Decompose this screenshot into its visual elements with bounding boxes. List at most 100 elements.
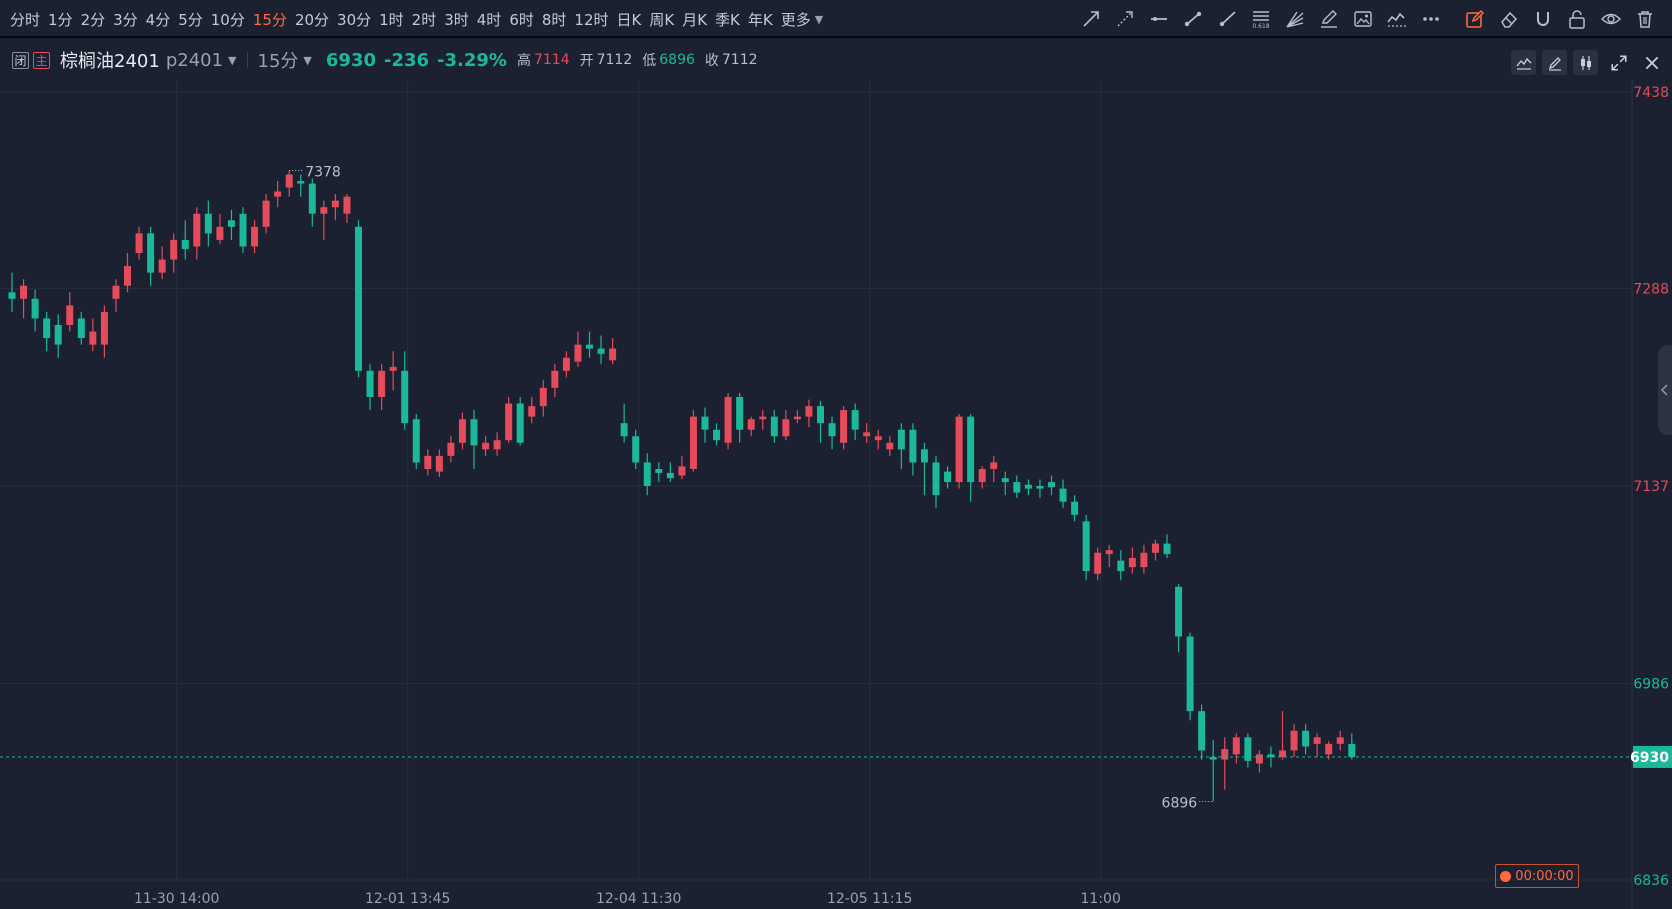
side-panel-toggle[interactable]	[1658, 345, 1672, 435]
unlock-tool[interactable]	[1560, 0, 1594, 38]
period-9[interactable]: 30分	[337, 10, 372, 29]
candle-body	[170, 239, 178, 260]
low-value: 6896	[659, 52, 695, 68]
candle-body	[458, 419, 466, 443]
period-select[interactable]: 15分	[257, 51, 299, 72]
period-7[interactable]: 15分	[252, 10, 287, 29]
fan-tool[interactable]	[1278, 0, 1312, 38]
candle-body	[1151, 543, 1159, 553]
candles	[8, 170, 1356, 802]
candle-body	[505, 403, 513, 441]
horizontal-line-tool[interactable]	[1142, 0, 1176, 38]
arrow-line-tool[interactable]	[1074, 0, 1108, 38]
period-6[interactable]: 10分	[210, 10, 245, 29]
period-3[interactable]: 3分	[113, 10, 138, 29]
period-dropdown-icon[interactable]: ▼	[303, 53, 312, 67]
period-1[interactable]: 1分	[48, 10, 73, 29]
candle-body	[1348, 743, 1356, 757]
chart-grid: 7438 7288 7137 6986 6836 11-30 14:00 12-01 13:…	[0, 80, 1672, 909]
candle-body	[1186, 636, 1194, 712]
dashed-arrow-tool[interactable]	[1108, 0, 1142, 38]
candle-body	[1024, 484, 1032, 489]
candle-body	[8, 292, 16, 299]
candle-body	[331, 200, 339, 208]
period-4[interactable]: 4分	[145, 10, 171, 29]
edit-mode-tool[interactable]	[1458, 0, 1492, 38]
expand-icon	[1610, 54, 1627, 71]
candle-body	[1255, 754, 1263, 764]
period-16[interactable]: 12时	[574, 10, 609, 29]
candle-body	[285, 174, 293, 188]
candle-body	[840, 410, 848, 443]
magnet-tool[interactable]	[1526, 0, 1560, 38]
period-8[interactable]: 20分	[294, 10, 330, 29]
period-14[interactable]: 6时	[509, 10, 534, 29]
period-15[interactable]: 8时	[541, 10, 567, 29]
more-dropdown-icon[interactable]: ▼	[814, 12, 824, 26]
candle-body	[274, 191, 282, 197]
period-17[interactable]: 日K	[616, 10, 642, 29]
fibonacci-tool[interactable]: 0.618	[1244, 0, 1278, 38]
period-20[interactable]: 季K	[715, 10, 740, 29]
ray-icon	[1219, 11, 1236, 27]
period-13[interactable]: 4时	[476, 10, 502, 29]
candle-body	[1336, 737, 1344, 744]
quote-info-bar: 闭 主 棕榈油2401 p2401 ▼ 15分 ▼ 6930 -236 -3.2…	[0, 40, 1672, 80]
symbol-name[interactable]: 棕榈油2401	[60, 51, 160, 72]
ray-tool[interactable]	[1210, 0, 1244, 38]
candle-body	[447, 442, 455, 456]
period-12[interactable]: 3时	[444, 10, 469, 29]
period-21[interactable]: 年K	[747, 10, 773, 29]
candle-body	[909, 429, 917, 463]
candle-body	[817, 406, 824, 424]
period-19[interactable]: 月K	[682, 10, 708, 29]
symbol-code[interactable]: p2401	[165, 49, 224, 71]
eye-tool[interactable]	[1594, 0, 1628, 38]
segment-tool[interactable]	[1176, 0, 1210, 38]
draw-button[interactable]	[1542, 50, 1567, 75]
candle-body	[713, 429, 721, 441]
symbol-dropdown-icon[interactable]: ▼	[228, 53, 237, 67]
fullscreen-button[interactable]	[1606, 50, 1631, 75]
open-label: 开	[579, 53, 594, 69]
price-change-percent: -3.29%	[437, 49, 507, 71]
more-tool[interactable]	[1414, 0, 1448, 38]
chevron-left-icon	[1660, 384, 1668, 396]
pen-tool[interactable]	[1312, 0, 1346, 38]
candle-body	[470, 419, 478, 446]
candle-body	[1198, 711, 1206, 751]
candle-body	[990, 462, 998, 469]
candle-body	[193, 213, 201, 247]
candle-body	[1232, 737, 1240, 755]
candle-body	[689, 416, 697, 469]
period-5[interactable]: 5分	[178, 10, 203, 29]
indicator-button[interactable]	[1511, 50, 1536, 75]
candle-body	[1013, 482, 1021, 493]
candle-body	[828, 423, 836, 437]
image-icon	[1354, 11, 1372, 27]
close-chart-button[interactable]	[1639, 50, 1664, 75]
candle-body	[482, 442, 490, 450]
clock-icon	[1500, 870, 1512, 882]
candle-body	[1128, 557, 1136, 568]
wave-tool[interactable]	[1380, 0, 1414, 38]
candle-body	[655, 468, 663, 473]
candle-style-button[interactable]	[1573, 50, 1598, 75]
fan-icon	[1286, 11, 1304, 28]
period-11[interactable]: 2时	[411, 10, 437, 29]
eraser-tool[interactable]	[1492, 0, 1526, 38]
arrow-line-icon	[1083, 11, 1099, 27]
period-0[interactable]: 分时	[10, 10, 41, 29]
period-18[interactable]: 周K	[649, 10, 675, 29]
image-tool[interactable]	[1346, 0, 1380, 38]
trash-tool[interactable]	[1628, 0, 1662, 38]
period-10[interactable]: 1时	[379, 10, 404, 29]
candle-body	[920, 449, 928, 463]
time-tick-label: 12-05 11:15	[827, 891, 912, 907]
candle-body	[932, 462, 940, 496]
divider	[246, 52, 248, 68]
period-2[interactable]: 2分	[80, 10, 106, 29]
horizontal-line-icon	[1151, 17, 1167, 21]
period-22[interactable]: 更多	[780, 10, 811, 29]
